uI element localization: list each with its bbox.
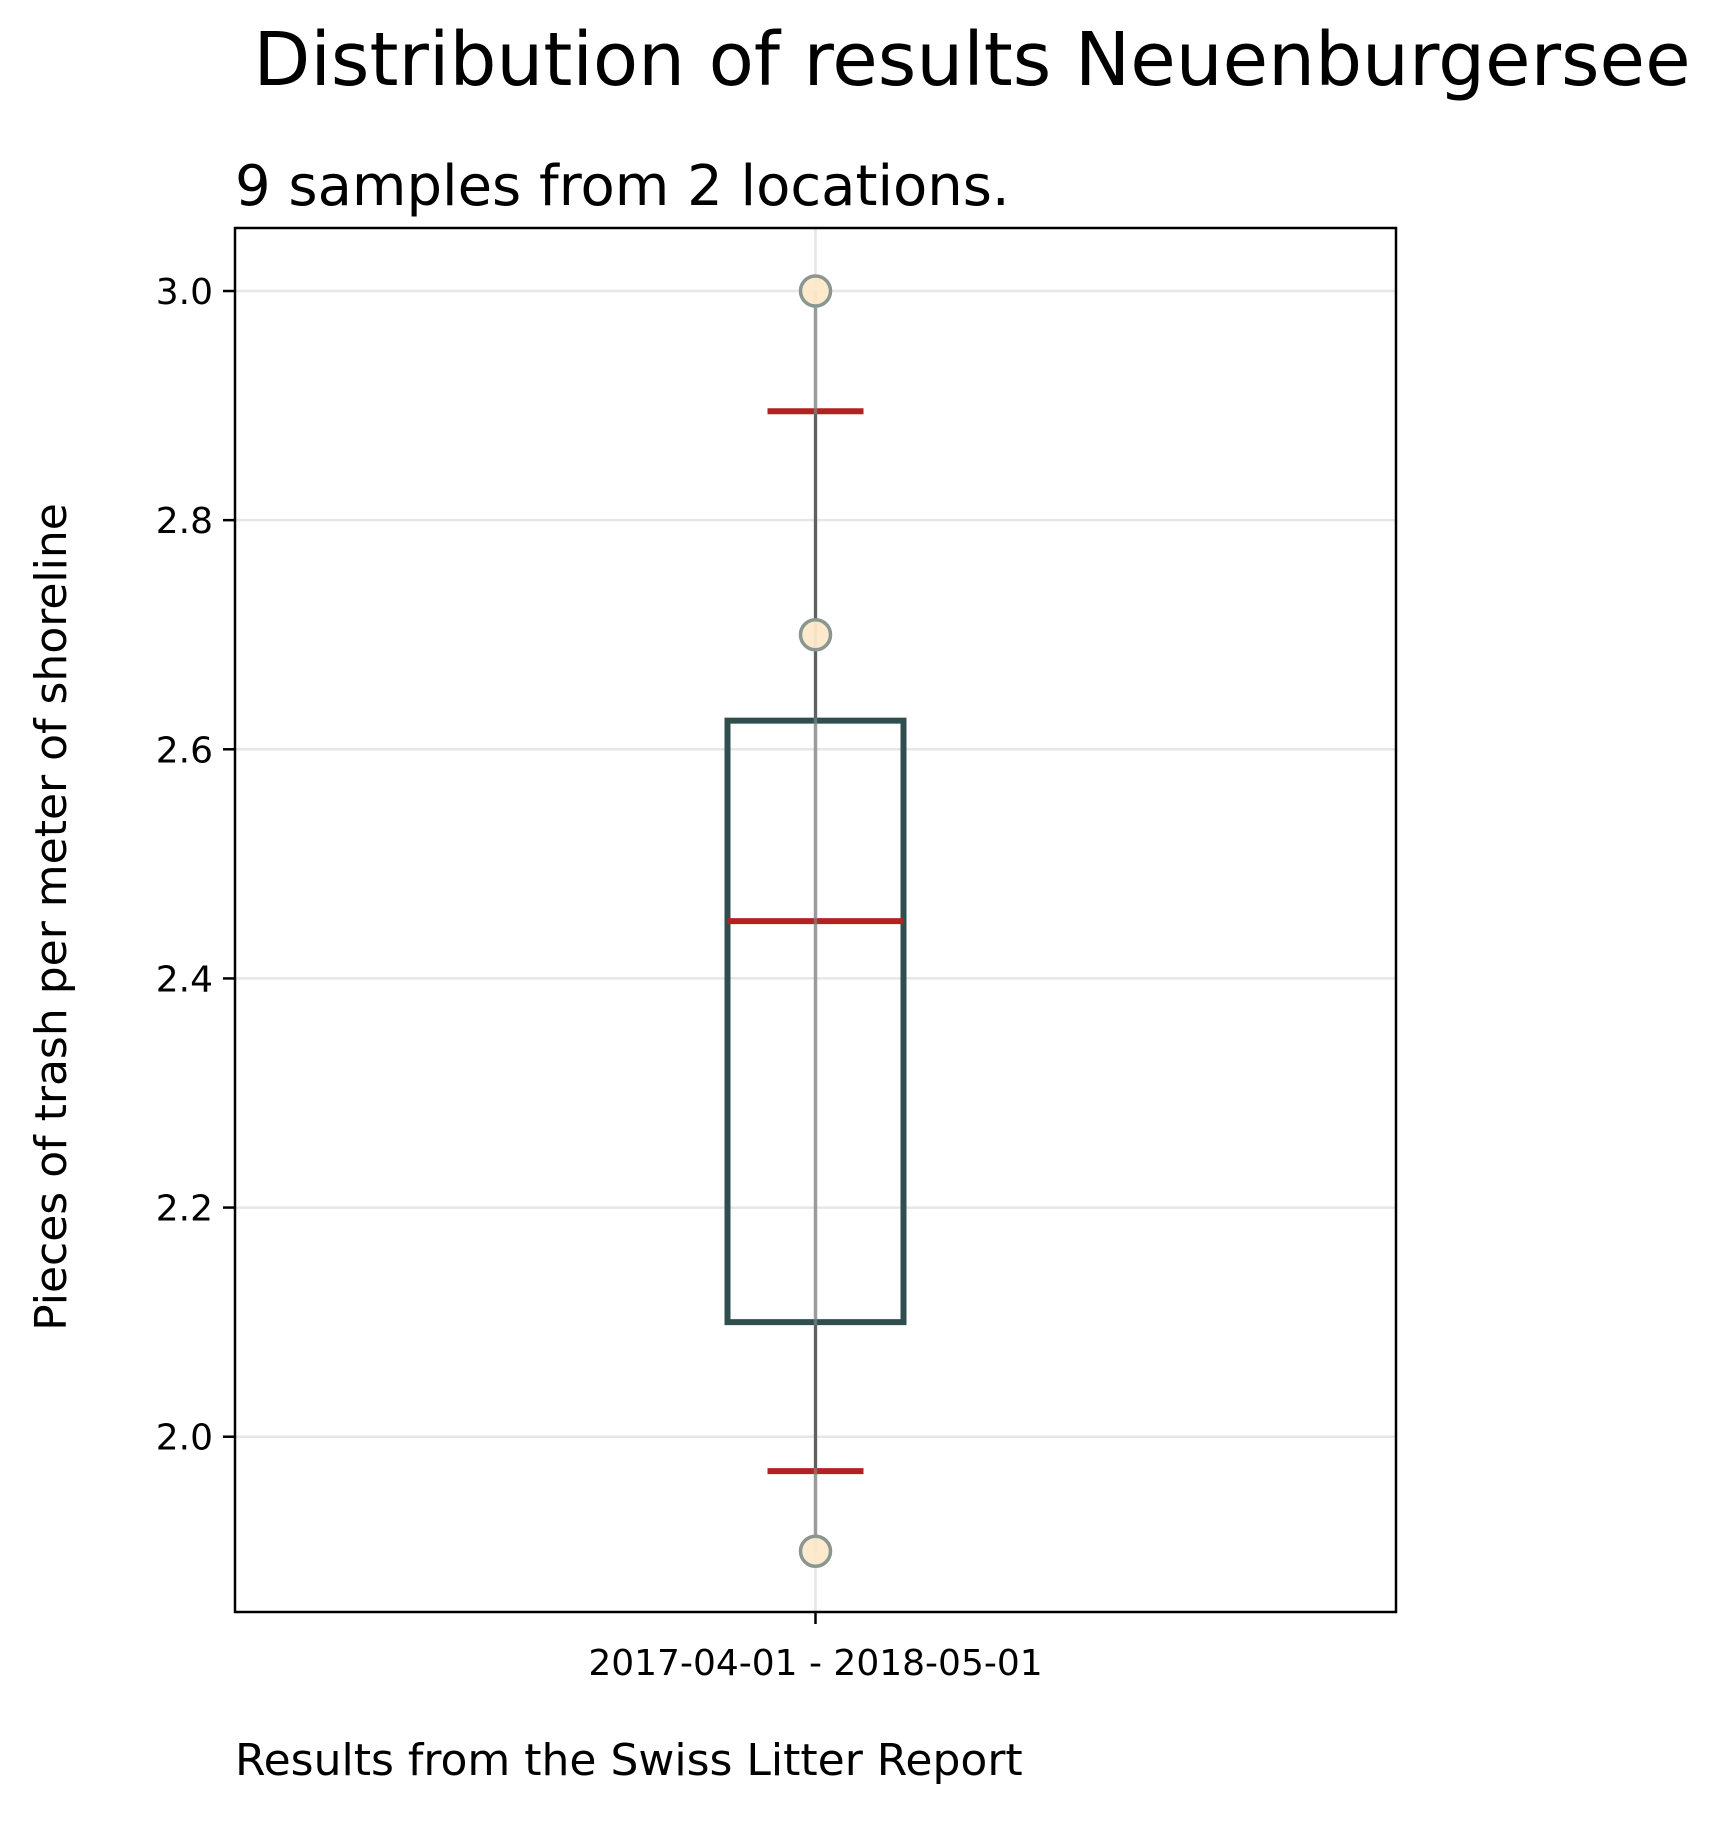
y-tick-label: 2.8 [156,501,213,542]
data-point [798,274,833,308]
chart-subtitle: 9 samples from 2 locations. [235,154,1010,219]
y-tick-label: 2.0 [156,1418,213,1459]
data-point [798,617,833,652]
y-axis-label: Pieces of trash per meter of shoreline [26,503,77,1331]
plot-area: 2.0 2.2 2.4 2.6 2.8 3.0 2017-04-01 - 2018-05-0… [156,226,1398,1684]
y-tick-label: 2.4 [156,959,213,1000]
chart-title: Distribution of results Neuenburgersee [253,17,1690,103]
data-point [798,1534,833,1569]
x-tick-label: 2017-04-01 - 2018-05-01 [588,1643,1042,1684]
y-tick-label: 2.2 [156,1189,213,1230]
y-tick-label: 3.0 [156,272,213,313]
y-tick-label: 2.6 [156,730,213,771]
x-axis-label: Results from the Swiss Litter Report [235,1735,1023,1786]
